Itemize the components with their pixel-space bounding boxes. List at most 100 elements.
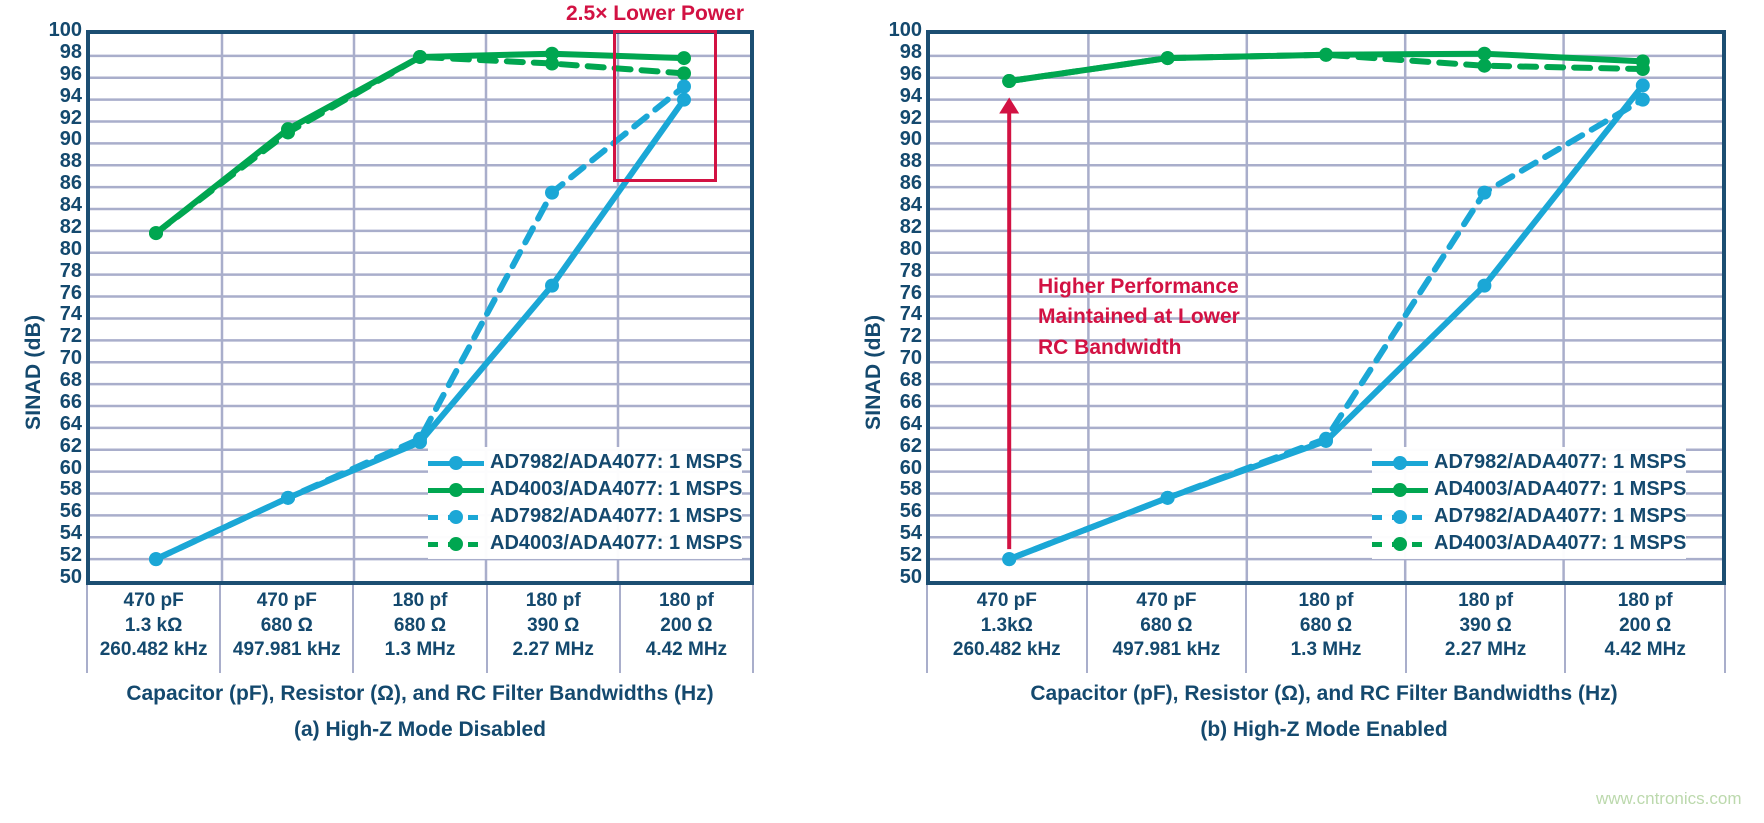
y-tick-label: 78 bbox=[59, 259, 82, 282]
y-tick-label: 72 bbox=[59, 325, 82, 348]
legend-swatch-dashed-icon bbox=[1372, 535, 1428, 553]
x-axis-bw-label: 1.3 MHz bbox=[384, 639, 456, 661]
y-tick-label: 58 bbox=[899, 478, 922, 501]
series-point bbox=[1477, 58, 1492, 73]
x-axis-bw-label: 260.482 kHz bbox=[952, 639, 1061, 661]
series-point bbox=[677, 79, 691, 94]
x-axis-category-table-b: 470 pF 1.3kΩ 260.482 kHz 470 pF 680 Ω 497.981… bbox=[926, 585, 1726, 673]
x-axis-category-cell: 180 pf 390 Ω 2.27 MHz bbox=[1407, 585, 1567, 673]
plot-area-a bbox=[86, 30, 754, 585]
y-tick-label: 62 bbox=[59, 434, 82, 457]
series-point bbox=[413, 435, 427, 450]
y-tick-label: 50 bbox=[899, 566, 922, 588]
legend-item[interactable]: AD7982/ADA4077: 1 MSPS bbox=[1372, 503, 1686, 530]
y-tick-label: 100 bbox=[888, 19, 922, 41]
series-point bbox=[1319, 47, 1333, 62]
y-tick-label: 96 bbox=[59, 62, 82, 85]
y-tick-label: 90 bbox=[899, 128, 922, 151]
x-axis-bw-label: 1.3 MHz bbox=[1290, 639, 1362, 661]
chart-panel-b: SINAD (dB) 100 98 96 94 92 90 88 86 84 82 80 78 76 74… bbox=[840, 0, 1764, 823]
legend-item-label: AD7982/ADA4077: 1 MSPS bbox=[490, 451, 743, 473]
y-tick-label: 56 bbox=[899, 500, 922, 523]
y-tick-label: 76 bbox=[59, 281, 82, 304]
legend-item[interactable]: AD4003/ADA4077: 1 MSPS bbox=[428, 476, 742, 503]
series-point bbox=[281, 122, 295, 137]
x-axis-res-label: 1.3kΩ bbox=[980, 614, 1033, 636]
x-axis-bw-label: 260.482 kHz bbox=[99, 639, 208, 661]
x-axis-cap-label: 180 pf bbox=[392, 590, 448, 611]
y-tick-label: 70 bbox=[59, 347, 82, 370]
series-point bbox=[1160, 51, 1175, 66]
annotation-line-3: RC Bandwidth bbox=[1038, 335, 1182, 359]
y-tick-label: 54 bbox=[59, 522, 82, 545]
series-point bbox=[545, 278, 559, 293]
x-axis-cap-label: 470 pF bbox=[1136, 590, 1197, 611]
y-tick-label: 84 bbox=[59, 194, 82, 217]
series-point bbox=[149, 552, 163, 567]
series-point bbox=[1002, 552, 1017, 567]
y-tick-label: 62 bbox=[899, 434, 922, 457]
y-tick-label: 86 bbox=[59, 172, 82, 195]
legend-swatch-solid-icon bbox=[1372, 481, 1428, 499]
legend-item[interactable]: AD4003/ADA4077: 1 MSPS bbox=[1372, 476, 1686, 503]
y-tick-label: 92 bbox=[59, 106, 82, 129]
x-axis-bw-label: 2.27 MHz bbox=[1444, 639, 1527, 661]
legend-item[interactable]: AD4003/ADA4077: 1 MSPS bbox=[1372, 530, 1686, 557]
x-axis-res-label: 200 Ω bbox=[1619, 614, 1672, 636]
y-tick-label: 68 bbox=[59, 369, 82, 392]
legend-item-label: AD4003/ADA4077: 1 MSPS bbox=[1434, 532, 1687, 554]
chart-panel-a: SINAD (dB) 100 98 96 94 92 90 88 86 84 82 80 78 76 74… bbox=[0, 0, 812, 823]
annotation-line-1: Higher Performance bbox=[1038, 275, 1239, 298]
x-axis-category-cell: 180 pf 390 Ω 2.27 MHz bbox=[488, 585, 621, 673]
x-axis-cap-label: 180 pf bbox=[1617, 590, 1673, 611]
legend-item[interactable]: AD7982/ADA4077: 1 MSPS bbox=[1372, 449, 1686, 476]
series-point bbox=[677, 92, 691, 107]
y-tick-label: 82 bbox=[59, 215, 82, 238]
x-axis-res-label: 680 Ω bbox=[393, 614, 447, 636]
x-axis-title-b: Capacitor (pF), Resistor (Ω), and RC Fil… bbox=[1030, 682, 1618, 705]
x-axis-res-label: 680 Ω bbox=[1140, 614, 1193, 636]
series-point bbox=[1477, 278, 1492, 293]
legend-item-label: AD4003/ADA4077: 1 MSPS bbox=[1434, 478, 1687, 500]
series-point bbox=[677, 66, 691, 81]
x-axis-res-label: 680 Ω bbox=[1299, 614, 1353, 636]
x-axis-res-label: 1.3 kΩ bbox=[124, 614, 183, 636]
y-tick-label: 56 bbox=[59, 500, 82, 523]
x-axis-cap-label: 470 pF bbox=[256, 590, 317, 611]
y-tick-label: 74 bbox=[59, 303, 82, 326]
y-tick-label: 72 bbox=[899, 325, 922, 348]
legend-swatch-dashed-icon bbox=[428, 508, 484, 526]
legend-swatch-dashed-icon bbox=[428, 535, 484, 553]
legend-b: AD7982/ADA4077: 1 MSPS AD4003/ADA4077: 1 … bbox=[1372, 447, 1687, 559]
y-tick-label: 84 bbox=[899, 194, 922, 217]
x-axis-title-a: Capacitor (pF), Resistor (Ω), and RC Fil… bbox=[126, 682, 714, 705]
x-axis-category-cell: 180 pf 680 Ω 1.3 MHz bbox=[354, 585, 488, 673]
annotation-lower-power-a: 2.5× Lower Power bbox=[566, 2, 744, 25]
y-tick-label: 54 bbox=[899, 522, 922, 545]
x-axis-category-cell: 180 pf 200 Ω 4.42 MHz bbox=[1566, 585, 1726, 673]
x-axis-category-table-a: 470 pF 1.3 kΩ 260.482 kHz 470 pF 680 Ω 497.98… bbox=[86, 585, 755, 673]
x-axis-cap-label: 180 pf bbox=[1458, 590, 1514, 611]
legend-item[interactable]: AD7982/ADA4077: 1 MSPS bbox=[428, 449, 742, 476]
legend-item[interactable]: AD7982/ADA4077: 1 MSPS bbox=[428, 503, 742, 530]
y-tick-label: 68 bbox=[899, 369, 922, 392]
series-point bbox=[545, 185, 559, 200]
series-point bbox=[545, 46, 559, 61]
legend-item[interactable]: AD4003/ADA4077: 1 MSPS bbox=[428, 530, 742, 557]
legend-swatch-dashed-icon bbox=[1372, 508, 1428, 526]
x-axis-category-cell: 470 pF 1.3kΩ 260.482 kHz bbox=[926, 585, 1088, 673]
legend-a: AD7982/ADA4077: 1 MSPS AD4003/ADA4077: 1 … bbox=[428, 447, 743, 559]
legend-item-label: AD4003/ADA4077: 1 MSPS bbox=[490, 532, 743, 554]
x-axis-category-cell: 180 pf 200 Ω 4.42 MHz bbox=[621, 585, 755, 673]
x-axis-cap-label: 180 pf bbox=[658, 590, 714, 611]
x-axis-bw-label: 497.981 kHz bbox=[232, 639, 341, 661]
x-axis-cap-label: 470 pF bbox=[976, 590, 1037, 611]
x-axis-category-cell: 470 pF 680 Ω 497.981 kHz bbox=[1088, 585, 1248, 673]
x-axis-category-cell: 470 pF 680 Ω 497.981 kHz bbox=[221, 585, 355, 673]
legend-item-label: AD7982/ADA4077: 1 MSPS bbox=[490, 505, 743, 527]
annotation-higher-performance-b: Higher Performance Maintained at Lower R… bbox=[1038, 272, 1240, 363]
series-point bbox=[149, 226, 163, 241]
y-tick-label: 98 bbox=[899, 40, 922, 63]
series-point bbox=[1635, 54, 1650, 69]
y-tick-label: 52 bbox=[899, 544, 922, 567]
